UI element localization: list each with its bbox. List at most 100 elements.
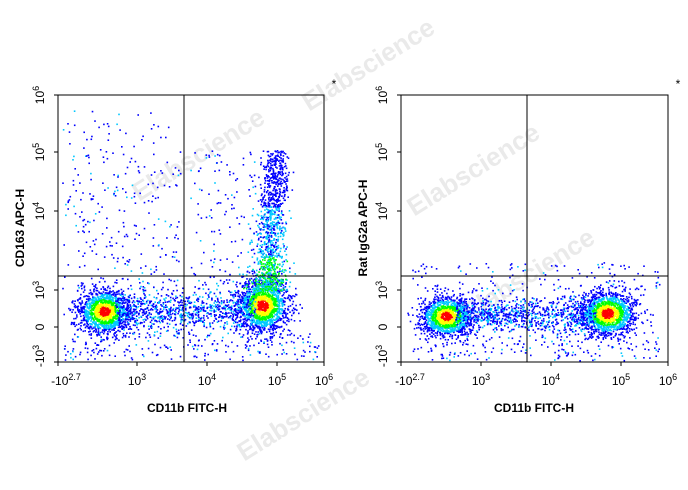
population-dot [167, 318, 169, 320]
population-dot [114, 308, 117, 310]
population-dot [266, 261, 268, 264]
population-dot [171, 312, 174, 315]
population-dot [285, 222, 288, 225]
population-dot [288, 298, 291, 301]
population-dot [272, 193, 274, 195]
population-dot [192, 320, 194, 323]
population-dot [268, 247, 270, 249]
population-dot [270, 301, 273, 303]
population-dot [282, 294, 285, 296]
population-dot [258, 328, 261, 331]
population-dot [137, 306, 140, 308]
population-dot [249, 243, 251, 245]
population-dot [268, 192, 270, 195]
population-dot [267, 235, 270, 237]
population-dot [179, 301, 181, 303]
population-dot [253, 288, 255, 291]
population-dot [102, 301, 105, 303]
population-dot [268, 262, 271, 265]
population-dot [273, 327, 276, 330]
population-dot [276, 298, 279, 300]
population-dot [111, 293, 114, 296]
population-dot [180, 321, 182, 323]
population-dot [109, 313, 111, 316]
population-dot [265, 297, 268, 299]
population-dot [84, 310, 86, 313]
population-dot [91, 293, 93, 295]
population-dot [127, 305, 129, 307]
population-dot [215, 310, 217, 312]
population-dot [259, 292, 262, 294]
population-dot [100, 313, 103, 316]
population-dot [286, 312, 289, 315]
population-dot [254, 292, 256, 294]
population-dot [234, 290, 236, 292]
population-dot [269, 166, 272, 169]
population-dot [259, 236, 262, 238]
population-dot [168, 300, 170, 303]
population-dot [268, 269, 270, 272]
population-dot [294, 273, 297, 275]
population-dot [219, 305, 221, 308]
population-dot [236, 316, 239, 318]
population-dot [256, 297, 258, 300]
population-dot [127, 323, 129, 325]
population-dot [120, 316, 123, 318]
population-dot [243, 287, 245, 290]
population-dot [135, 311, 138, 313]
population-dot [260, 255, 263, 258]
population-dot [287, 329, 290, 331]
population-dot [255, 317, 257, 320]
population-dot [230, 294, 232, 296]
population-dot [234, 320, 237, 323]
population-dot [205, 283, 207, 286]
population-dot [286, 320, 288, 322]
population-dot [119, 320, 122, 323]
population-dot [244, 299, 247, 301]
population-dot [274, 284, 277, 286]
population-dot [142, 310, 145, 312]
population-dot [270, 311, 273, 313]
population-dot [269, 261, 271, 263]
population-dot [256, 319, 258, 322]
population-dot [254, 316, 256, 319]
population-dot [251, 241, 253, 243]
population-dot [287, 305, 290, 308]
population-dot [274, 308, 276, 310]
population-dot [280, 308, 282, 310]
population-dot [102, 338, 104, 341]
population-dot [186, 314, 189, 317]
population-dot [129, 332, 131, 334]
population-dot [276, 289, 279, 292]
population-dot [268, 273, 270, 276]
population-dot [275, 160, 277, 162]
population-dot [264, 310, 266, 312]
population-dot [213, 311, 215, 313]
population-dot [91, 308, 93, 311]
population-dot [283, 292, 285, 294]
population-dot [163, 315, 165, 318]
population-dot [264, 277, 267, 279]
population-dot [271, 307, 274, 309]
population-dot [83, 324, 85, 326]
population-dot [273, 290, 275, 292]
population-dot [101, 306, 103, 309]
population-dot [249, 293, 252, 295]
population-dot [267, 285, 269, 288]
population-dot [274, 278, 277, 280]
population-dot [280, 210, 283, 212]
population-dot [170, 299, 172, 302]
population-dot [266, 236, 268, 238]
population-dot [273, 224, 275, 226]
population-dot [108, 318, 110, 321]
population-dot [293, 311, 295, 314]
population-dot [234, 313, 237, 316]
population-dot [281, 214, 284, 216]
population-dot [122, 321, 124, 324]
population-dot [267, 315, 269, 317]
population-dot [255, 315, 258, 318]
population-dot [257, 301, 259, 304]
population-dot [135, 315, 138, 317]
population-dot [279, 319, 281, 322]
population-dot [255, 282, 258, 285]
